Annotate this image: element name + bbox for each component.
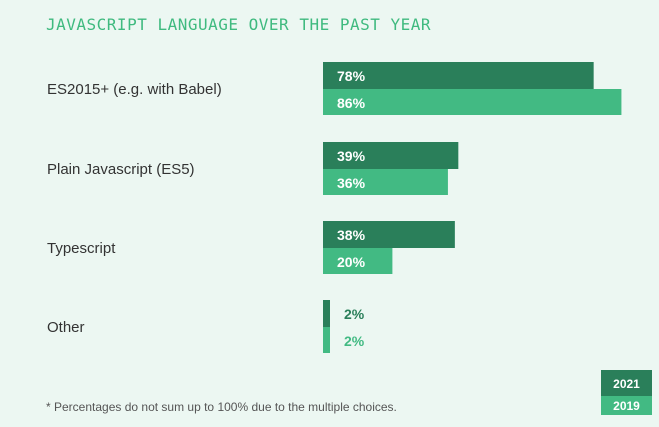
bar-value-label: 38% — [337, 227, 366, 243]
bar-2021 — [323, 142, 459, 169]
category-label: Plain Javascript (ES5) — [47, 161, 195, 178]
bar-value-label: 2% — [344, 306, 365, 322]
bar-2019 — [323, 248, 393, 274]
legend-item-2019: 2019 — [601, 396, 652, 415]
category-label: ES2015+ (e.g. with Babel) — [47, 81, 222, 98]
footnote: * Percentages do not sum up to 100% due … — [46, 400, 397, 414]
bar-2019 — [323, 169, 448, 195]
bar-2019 — [323, 89, 622, 115]
category-label: Typescript — [47, 240, 116, 257]
bar-2019 — [323, 327, 330, 353]
bar-value-label: 2% — [344, 333, 365, 349]
legend-item-2021: 2021 — [601, 370, 652, 396]
bar-2021 — [323, 62, 594, 89]
bar-value-label: 78% — [337, 68, 366, 84]
chart-title: JAVASCRIPT LANGUAGE OVER THE PAST YEAR — [46, 15, 432, 34]
bar-value-label: 36% — [337, 175, 366, 191]
bar-2021 — [323, 221, 455, 248]
category-label: Other — [47, 319, 85, 336]
bar-value-label: 20% — [337, 254, 366, 270]
bar-value-label: 39% — [337, 148, 366, 164]
bar-value-label: 86% — [337, 95, 366, 111]
bar-2021 — [323, 300, 330, 327]
